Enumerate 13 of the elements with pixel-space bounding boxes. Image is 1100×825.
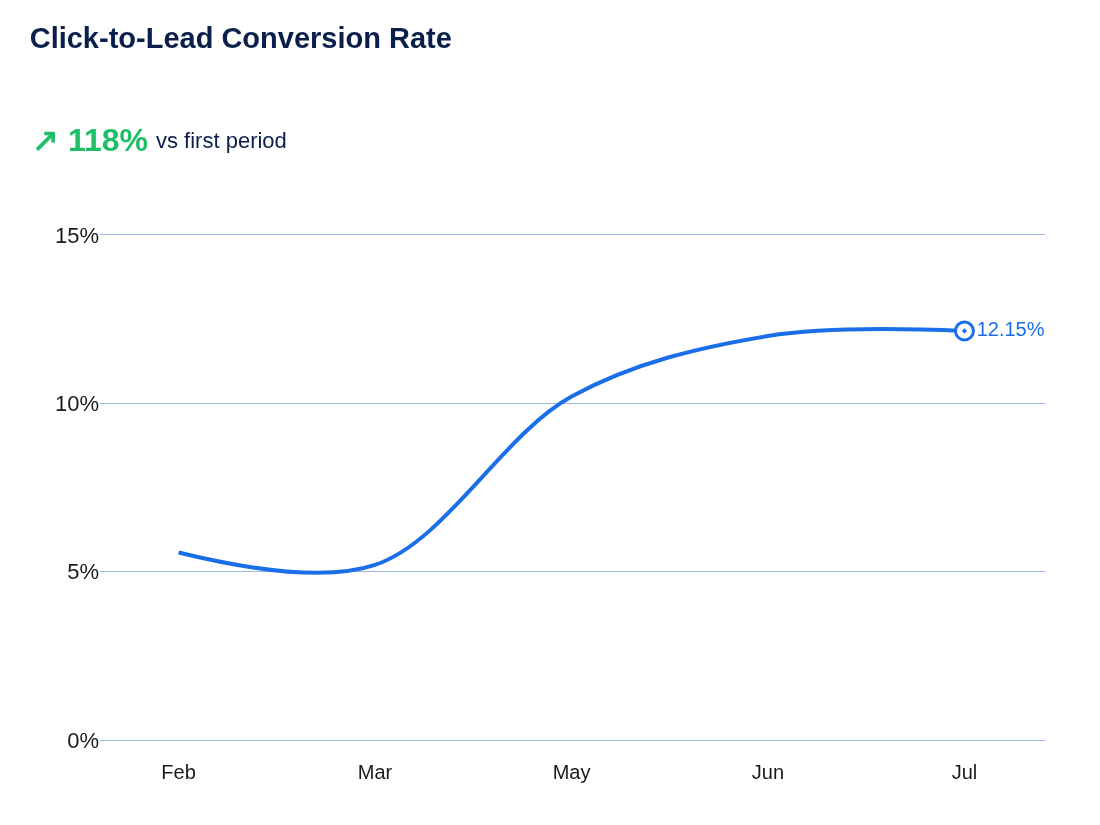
chart-title: Click-to-Lead Conversion Rate	[29, 22, 452, 55]
y-tick-label: 5%	[67, 559, 99, 585]
data-label: 12.15%	[976, 317, 1045, 340]
x-tick-label: Feb	[161, 761, 196, 783]
text: vs first period	[156, 128, 287, 153]
y-tick-label: 10%	[54, 391, 99, 417]
y-tick-label: 0%	[67, 727, 99, 753]
x-tick-label: Jul	[951, 761, 978, 783]
text: ↗ 118%	[32, 122, 148, 158]
x-tick-label: May	[552, 761, 591, 783]
y-tick-label: 15%	[54, 222, 99, 248]
x-tick-label: Mar	[357, 761, 393, 783]
x-tick-label: Jun	[751, 761, 785, 783]
